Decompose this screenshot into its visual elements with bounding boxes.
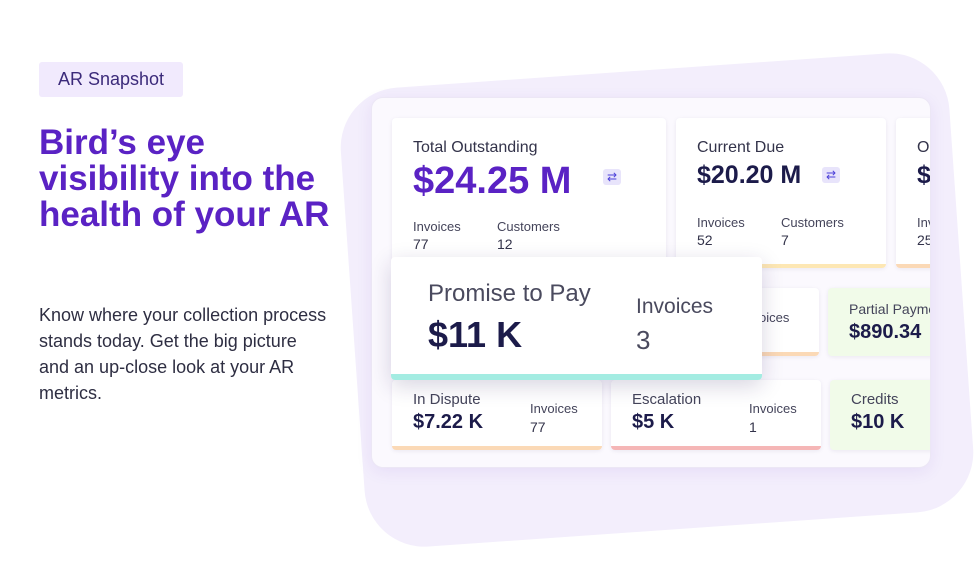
- overdue-value: $: [917, 161, 931, 189]
- swap-arrows-icon[interactable]: ⇄: [822, 167, 840, 183]
- promise-to-pay-invoices-label: Invoices: [636, 295, 714, 318]
- in-dispute-invoices-label: Invoices: [530, 401, 578, 416]
- in-dispute-accent-bar: [392, 446, 602, 450]
- overdue-accent-bar: [896, 264, 930, 268]
- escalation-card[interactable]: Escalation $5 K Invoices 1: [611, 380, 821, 450]
- current-due-invoices: 52: [697, 232, 713, 248]
- promise-to-pay-card[interactable]: Promise to Pay $11 K Invoices 3: [391, 257, 762, 380]
- page-description: Know where your collection process stand…: [39, 305, 327, 403]
- total-outstanding-customers-label: Customers: [497, 219, 560, 234]
- hidden-metric-invoices-label: oices: [759, 310, 790, 325]
- escalation-title: Escalation: [632, 391, 702, 408]
- current-due-customers-label: Customers: [781, 215, 844, 230]
- in-dispute-card[interactable]: In Dispute $7.22 K Invoices 77: [392, 380, 602, 450]
- total-outstanding-value: $24.25 M: [413, 160, 572, 202]
- promise-to-pay-title: Promise to Pay: [428, 280, 591, 307]
- partial-payment-title: Partial Payme: [849, 301, 931, 317]
- page-headline: Bird’s eye visibility into the health of…: [39, 123, 330, 234]
- credits-title: Credits: [851, 391, 899, 408]
- total-outstanding-invoices: 77: [413, 236, 429, 252]
- escalation-accent-bar: [611, 446, 821, 450]
- current-due-invoices-label: Invoices: [697, 215, 745, 230]
- current-due-card[interactable]: Current Due $20.20 M ⇄ Invoices 52 Custo…: [676, 118, 886, 268]
- partial-payment-value: $890.34: [849, 321, 922, 343]
- credits-value: $10 K: [851, 411, 905, 433]
- partial-payment-card[interactable]: Partial Payme $890.34: [828, 288, 931, 356]
- credits-card[interactable]: Credits $10 K: [830, 380, 930, 450]
- promise-to-pay-accent-bar: [391, 374, 762, 380]
- promise-to-pay-invoices: 3: [636, 325, 651, 355]
- ar-snapshot-tag: AR Snapshot: [39, 62, 183, 97]
- in-dispute-invoices: 77: [530, 419, 546, 435]
- dashboard-panel: Total Outstanding $24.25 M ⇄ Invoices 77…: [371, 97, 931, 468]
- escalation-invoices-label: Invoices: [749, 401, 797, 416]
- escalation-value: $5 K: [632, 411, 675, 433]
- promise-to-pay-value: $11 K: [428, 314, 523, 355]
- overdue-invoices: 25: [917, 232, 930, 248]
- overdue-card[interactable]: O $ Inv 25: [896, 118, 931, 268]
- in-dispute-title: In Dispute: [413, 391, 481, 408]
- overdue-title: O: [917, 139, 930, 156]
- total-outstanding-invoices-label: Invoices: [413, 219, 461, 234]
- total-outstanding-customers: 12: [497, 236, 513, 252]
- current-due-title: Current Due: [697, 139, 785, 156]
- total-outstanding-card[interactable]: Total Outstanding $24.25 M ⇄ Invoices 77…: [392, 118, 666, 264]
- swap-arrows-icon[interactable]: ⇄: [603, 169, 621, 185]
- current-due-customers: 7: [781, 232, 789, 248]
- current-due-accent-bar: [676, 264, 886, 268]
- hidden-metric-accent-bar: [723, 352, 819, 356]
- current-due-value: $20.20 M: [697, 161, 802, 189]
- overdue-invoices-label: Inv: [917, 215, 930, 230]
- escalation-invoices: 1: [749, 419, 757, 435]
- in-dispute-value: $7.22 K: [413, 411, 484, 433]
- total-outstanding-title: Total Outstanding: [413, 139, 538, 156]
